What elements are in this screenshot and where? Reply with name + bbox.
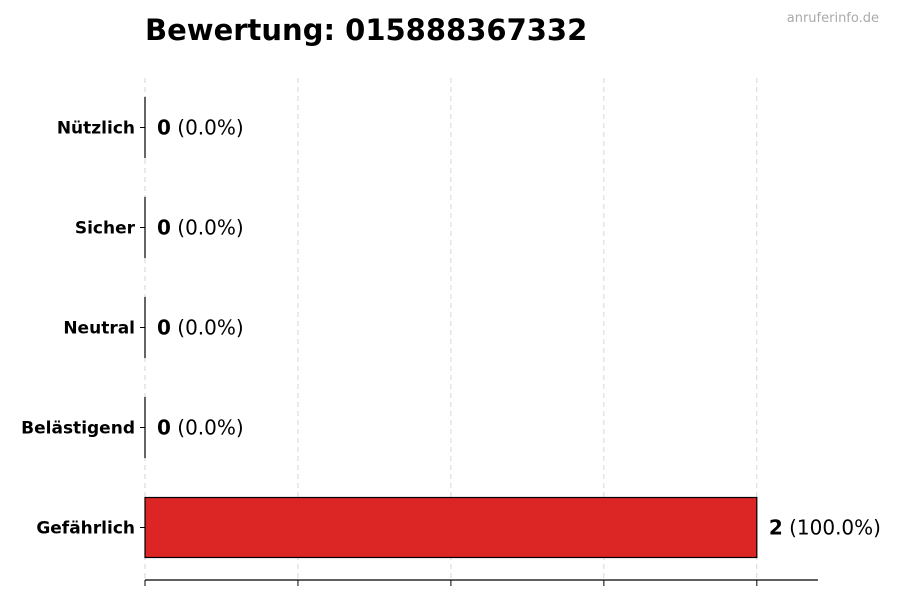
data-label: 0 (0.0%): [157, 116, 244, 140]
data-label: 0 (0.0%): [157, 316, 244, 340]
data-label: 2 (100.0%): [769, 516, 881, 540]
y-tick-label: Neutral: [63, 319, 135, 339]
chart-title: Bewertung: 015888367332: [145, 13, 587, 47]
y-tick-label: Nützlich: [57, 119, 135, 139]
bar: [144, 496, 758, 559]
data-label: 0 (0.0%): [157, 416, 244, 440]
y-tick-label: Gefährlich: [36, 519, 135, 539]
y-tick-label: Sicher: [75, 219, 136, 239]
y-tick-label: Belästigend: [21, 419, 135, 439]
data-label: 0 (0.0%): [157, 216, 244, 240]
watermark: anruferinfo.de: [787, 11, 879, 26]
